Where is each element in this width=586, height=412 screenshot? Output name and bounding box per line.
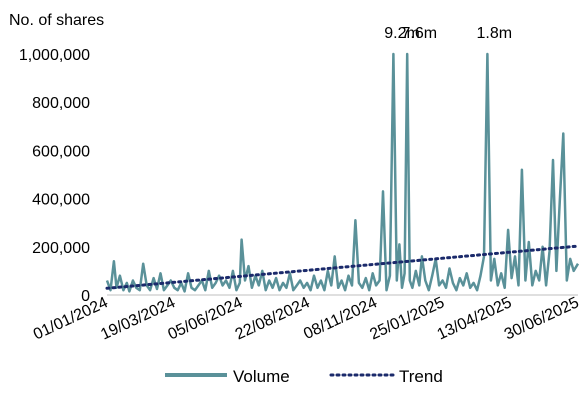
x-tick-label: 05/06/2024: [166, 294, 246, 343]
x-axis-ticks: 01/01/202419/03/202405/06/202422/08/2024…: [31, 294, 582, 343]
spike-annotation: 1.8m: [477, 25, 513, 42]
spike-annotation: 9.2m: [384, 25, 420, 42]
annotations: 9.2m7.6m 1.8m: [384, 25, 512, 42]
series-layer: [105, 52, 580, 293]
series-line-trend: [105, 244, 580, 290]
spike-annotation: 7.6m: [401, 25, 437, 42]
y-tick-label: 600,000: [32, 143, 90, 160]
x-tick-label: 01/01/2024: [31, 294, 111, 343]
x-tick-label: 13/04/2025: [435, 294, 515, 343]
legend-label-trend: Trend: [399, 367, 443, 386]
y-axis-label: No. of shares: [9, 12, 104, 29]
x-tick-label: 08/11/2024: [301, 294, 380, 343]
x-tick-label: 22/08/2024: [233, 294, 313, 343]
x-tick-label: 30/06/2025: [502, 294, 582, 343]
legend: Volume Trend: [165, 367, 443, 386]
y-tick-label: 800,000: [32, 95, 90, 112]
x-tick-label: 19/03/2024: [98, 294, 178, 343]
x-tick-label: 25/01/2025: [367, 294, 447, 343]
y-tick-label: 1,000,000: [19, 47, 90, 64]
y-tick-label: 0: [81, 288, 90, 305]
series-line-volume: [105, 52, 580, 293]
y-tick-label: 400,000: [32, 192, 90, 209]
legend-label-volume: Volume: [233, 367, 290, 386]
y-tick-label: 200,000: [32, 240, 90, 257]
y-axis-ticks: 0 200,000 400,000 600,000 800,000 1,000,000: [19, 47, 90, 305]
